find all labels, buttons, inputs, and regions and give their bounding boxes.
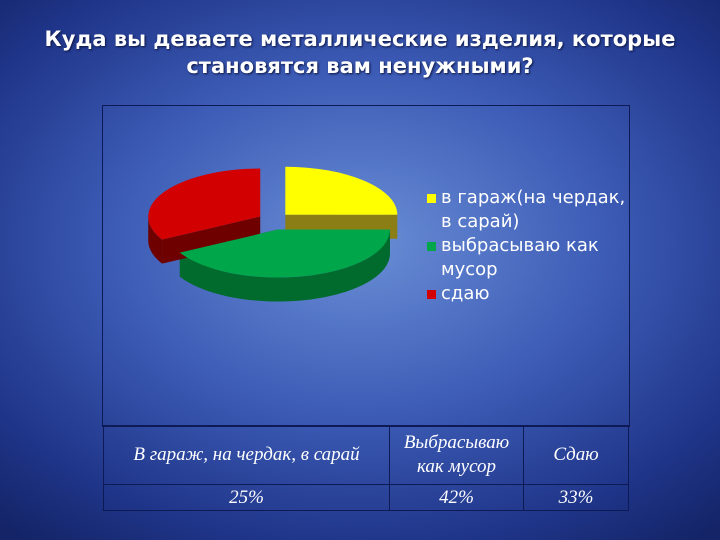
legend-item-garage: в гараж(на чердак, в сарай) xyxy=(427,186,627,234)
chart-legend: в гараж(на чердак, в сарай) выбрасываю к… xyxy=(427,186,627,306)
slide-title: Куда вы деваете металлические изделия, к… xyxy=(44,27,676,78)
legend-label-recycle: сдаю xyxy=(441,283,490,304)
table-header-cell: Сдаю xyxy=(523,425,629,485)
legend-label-garage: в гараж(на чердак, в сарай) xyxy=(441,187,626,232)
table-cell: 33% xyxy=(523,484,629,511)
legend-swatch-trash xyxy=(427,242,436,251)
table-row: 25% 42% 33% xyxy=(103,484,629,511)
pie-chart xyxy=(148,166,398,302)
legend-swatch-recycle xyxy=(427,290,436,299)
table-header-cell: В гараж, на чердак, в сарай xyxy=(103,425,390,485)
pie-slice-trash xyxy=(179,229,390,278)
table-cell: 42% xyxy=(389,484,524,511)
pie-slice-recycle xyxy=(148,168,261,240)
table-cell: 25% xyxy=(103,484,390,511)
pie-slice-garage xyxy=(285,166,398,215)
table-header-cell: Выбрасываю как мусор xyxy=(389,425,524,485)
data-table: В гараж, на чердак, в сарай Выбрасываю к… xyxy=(103,425,629,511)
table-header-row: В гараж, на чердак, в сарай Выбрасываю к… xyxy=(103,425,629,485)
legend-item-trash: выбрасываю как мусор xyxy=(427,234,627,282)
legend-swatch-garage xyxy=(427,194,436,203)
legend-item-recycle: сдаю xyxy=(427,282,627,306)
legend-label-trash: выбрасываю как мусор xyxy=(441,235,599,280)
